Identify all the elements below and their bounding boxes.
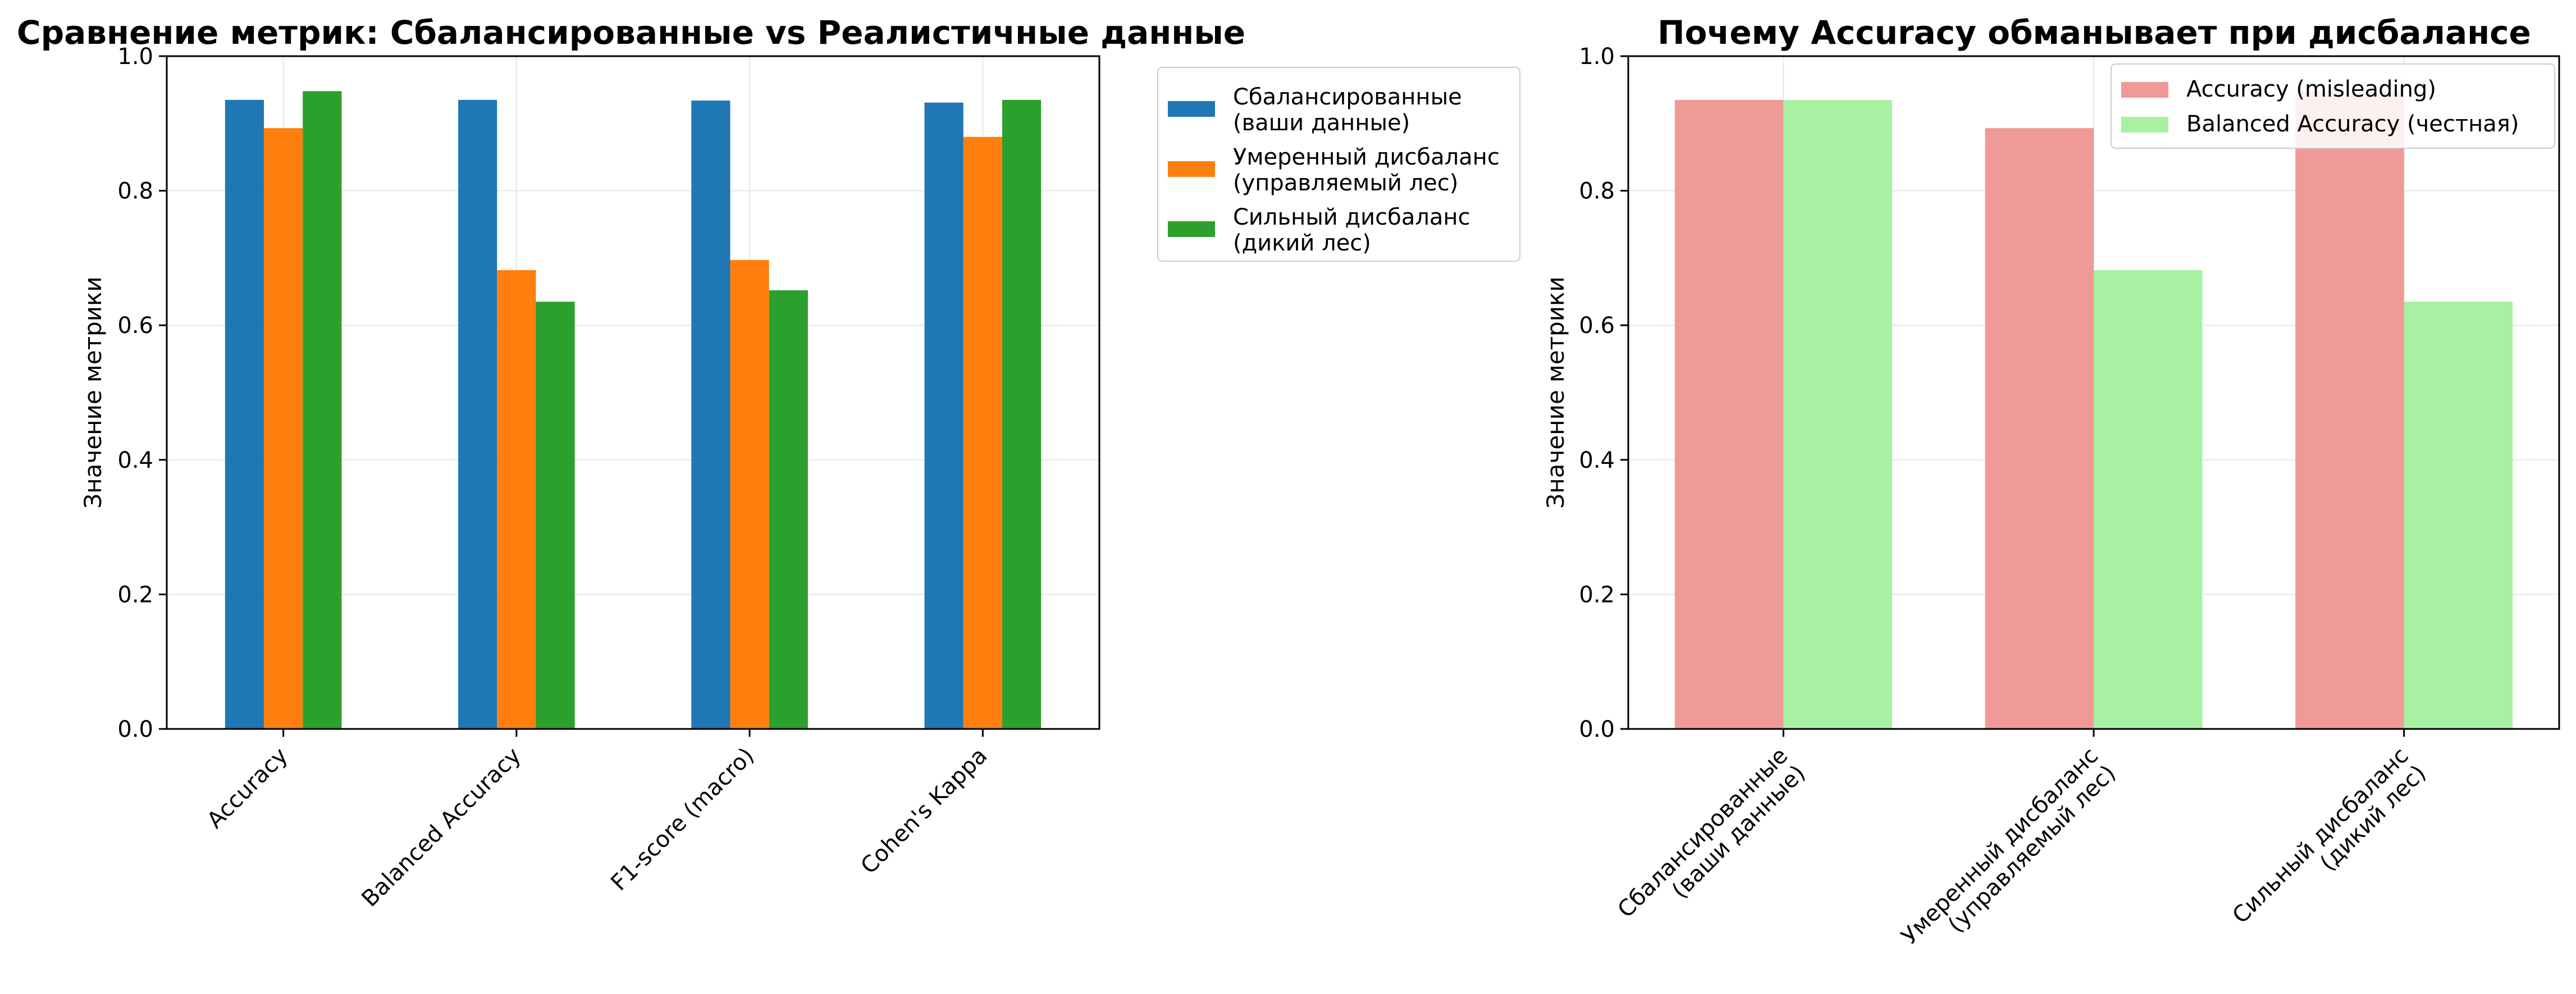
y-axis-label: Значение метрики	[79, 276, 107, 508]
y-tick-label: 0.2	[1579, 582, 1615, 608]
x-tick-label: Умеренный дисбаланс(управляемый лес)	[1897, 743, 2121, 967]
chart-title: Сравнение метрик: Сбалансированные vs Ре…	[17, 13, 1245, 52]
plot-frame	[166, 55, 1100, 730]
bar	[458, 99, 497, 729]
legend-swatch	[1168, 161, 1215, 177]
bar	[1674, 99, 1784, 729]
y-tick-label: 0.6	[117, 313, 153, 339]
x-tick-label: F1-score (macro)	[606, 743, 759, 896]
legend-box	[2111, 63, 2555, 149]
bar	[1002, 99, 1042, 729]
x-tick-label: Cohen's Kappa	[856, 743, 992, 879]
bar	[691, 101, 730, 729]
legend-label: Умеренный дисбаланс (управляемый лес)	[1233, 144, 1500, 196]
legend-swatch	[1168, 101, 1215, 117]
bar	[769, 290, 808, 729]
bar	[225, 99, 264, 729]
y-axis-label: Значение метрики	[1542, 276, 1569, 508]
legend: Accuracy (misleading) Balanced Accuracy (…	[2111, 63, 2555, 149]
chart-1: Сравнение метрик: Сбалансированные vs Ре…	[17, 13, 1520, 912]
bar	[2094, 270, 2203, 729]
y-tick-label: 0.4	[1579, 448, 1615, 473]
legend-swatch	[1168, 221, 1215, 237]
bar	[536, 302, 575, 729]
x-tick-label: Balanced Accuracy	[357, 743, 526, 912]
y-tick-label: 0.8	[117, 179, 153, 204]
y-tick-label: 0.0	[1579, 717, 1615, 742]
bar	[924, 102, 963, 729]
y-tick-label: 1.0	[117, 44, 153, 70]
x-tick-label: Accuracy	[202, 743, 293, 834]
y-tick-label: 0.8	[1579, 179, 1615, 204]
x-tick-label: Сбалансированные(ваши данные)	[1613, 743, 1811, 941]
chart-2: Почему Accuracy обманывает при дисбаланс…	[1542, 13, 2560, 967]
chart-title: Почему Accuracy обманывает при дисбаланс…	[1657, 13, 2531, 52]
y-tick-label: 0.2	[117, 582, 153, 608]
y-tick-label: 0.6	[1579, 313, 1615, 339]
legend-box	[1157, 67, 1520, 262]
x-tick-label: Сильный дисбаланс(дикий лес)	[2227, 743, 2431, 946]
bar	[2404, 302, 2513, 729]
legend-label: Сбалансированные (ваши данные)	[1233, 84, 1462, 136]
y-tick-label: 0.0	[117, 717, 153, 742]
y-tick-label: 0.4	[117, 448, 153, 473]
legend-swatch	[2121, 82, 2168, 98]
bar	[1985, 128, 2094, 729]
bar	[1783, 99, 1892, 729]
legend-label: Balanced Accuracy (честная)	[2186, 111, 2519, 137]
legend-label: Сильный дисбаланс (дикий лес)	[1233, 204, 1470, 256]
y-tick-label: 1.0	[1579, 44, 1615, 70]
bar	[2295, 91, 2404, 729]
bar	[963, 136, 1002, 729]
legend: Сбалансированные (ваши данные) Умеренный д…	[1157, 67, 1520, 262]
legend-swatch	[2121, 117, 2168, 133]
bar	[730, 259, 769, 729]
bar	[264, 128, 303, 729]
bar	[303, 91, 342, 729]
bar	[497, 270, 536, 729]
legend-label: Accuracy (misleading)	[2186, 76, 2436, 102]
